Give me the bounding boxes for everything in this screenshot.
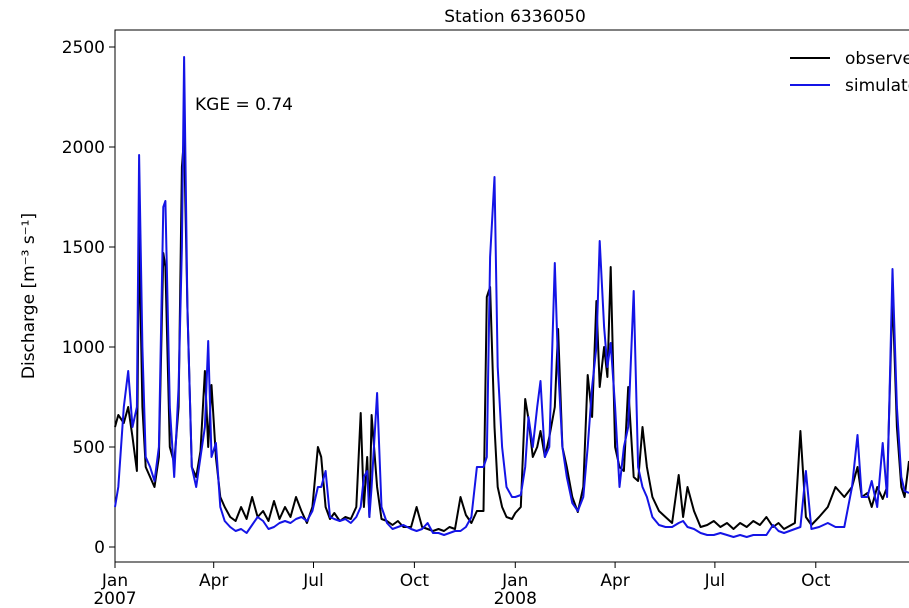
legend-label: simulated <box>845 76 909 96</box>
y-axis-label: Discharge [m⁻³ s⁻¹] <box>19 213 39 379</box>
x-tick-label: Oct <box>400 571 430 591</box>
chart-title: Station 6336050 <box>444 7 586 27</box>
x-tick-label: Apr <box>199 571 228 591</box>
x-tick-label: Apr <box>600 571 629 591</box>
y-tick-label: 2000 <box>62 138 105 158</box>
annotation: KGE = 0.74 <box>195 95 293 115</box>
y-tick-label: 500 <box>73 438 105 458</box>
x-tick-year: 2008 <box>494 589 537 608</box>
y-tick-label: 1500 <box>62 238 105 258</box>
x-tick-year: 2007 <box>93 589 136 608</box>
x-tick-label: Jan <box>501 571 528 591</box>
y-tick-label: 1000 <box>62 338 105 358</box>
series-line <box>114 56 909 538</box>
x-tick-label: Jul <box>704 571 726 591</box>
x-tick-label: Jan <box>101 571 128 591</box>
x-tick-label: Jul <box>302 571 324 591</box>
y-tick-label: 2500 <box>62 38 105 58</box>
series-line <box>114 136 909 532</box>
y-tick-label: 0 <box>94 538 105 558</box>
legend-label: observed <box>845 49 909 69</box>
plot-frame <box>114 29 909 563</box>
x-tick-label: Oct <box>801 571 831 591</box>
